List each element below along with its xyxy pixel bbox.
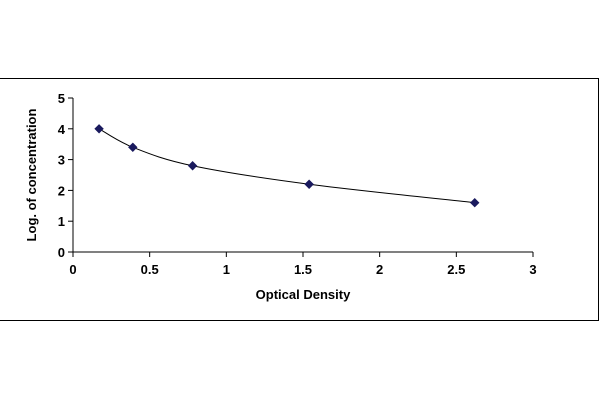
y-tick-label: 4 xyxy=(58,122,66,137)
x-tick-label: 2.5 xyxy=(447,262,465,277)
data-point xyxy=(187,161,198,171)
y-tick-label: 0 xyxy=(58,245,65,260)
ticks: 0 0.5 1 1.5 2 2.5 3 0 1 2 3 4 5 xyxy=(58,91,537,277)
data-point xyxy=(304,179,314,189)
x-tick-label: 1 xyxy=(223,262,230,277)
fit-curve xyxy=(98,128,475,204)
x-axis-title: Optical Density xyxy=(256,287,351,302)
y-tick-label: 5 xyxy=(58,91,65,106)
y-tick-label: 1 xyxy=(58,214,65,229)
x-tick-label: 3 xyxy=(529,262,536,277)
curve xyxy=(98,128,475,204)
x-tick-label: 1.5 xyxy=(294,262,312,277)
data-point xyxy=(94,124,104,134)
points xyxy=(94,124,480,208)
axes xyxy=(72,98,533,253)
y-tick-label: 2 xyxy=(58,183,65,198)
data-point xyxy=(470,198,480,208)
x-tick-label: 0.5 xyxy=(141,262,159,277)
y-tick-label: 3 xyxy=(58,153,65,168)
chart-frame: 0 0.5 1 1.5 2 2.5 3 0 1 2 3 4 5 Optical Density Log.… xyxy=(0,78,599,321)
x-tick-label: 0 xyxy=(69,262,76,277)
standard-curve-chart: 0 0.5 1 1.5 2 2.5 3 0 1 2 3 4 5 Optical Density Log.… xyxy=(24,91,537,302)
x-tick-label: 2 xyxy=(376,262,383,277)
data-point xyxy=(128,142,138,152)
y-axis-title: Log. of concentration xyxy=(24,109,39,242)
